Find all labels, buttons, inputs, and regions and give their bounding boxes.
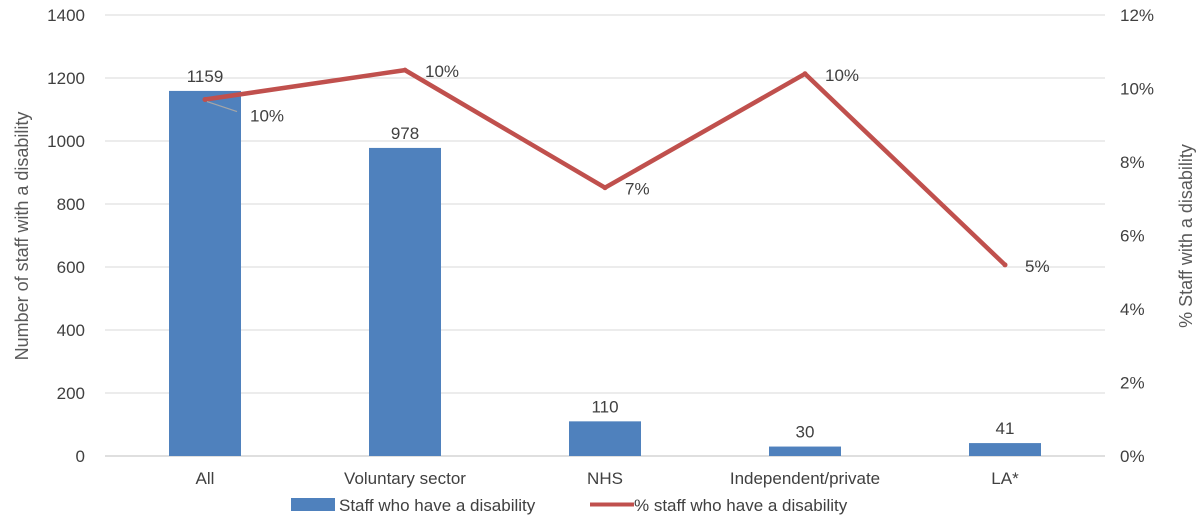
y-axis-right-title: % Staff with a disability	[1176, 144, 1196, 328]
line-value-label: 10%	[250, 107, 284, 126]
bar-value-label: 978	[391, 124, 419, 143]
right-tick-label: 10%	[1120, 80, 1154, 99]
category-label: LA*	[991, 469, 1019, 488]
category-label: All	[196, 469, 215, 488]
line-point	[202, 97, 208, 103]
bar	[969, 443, 1041, 456]
line-value-label: 5%	[1025, 257, 1050, 276]
bar-value-label: 110	[591, 397, 618, 416]
bar	[769, 446, 841, 456]
left-tick-label: 1000	[47, 132, 85, 151]
left-tick-label: 1400	[47, 6, 85, 25]
right-tick-label: 0%	[1120, 447, 1145, 466]
bar-data-labels: 1159 978 110 30 41	[187, 67, 1015, 442]
category-label: NHS	[587, 469, 623, 488]
right-tick-label: 4%	[1120, 300, 1145, 319]
bar	[369, 147, 441, 456]
right-tick-label: 2%	[1120, 374, 1145, 393]
leader-line	[206, 100, 238, 113]
left-axis-ticks: 0 200 400 600 800 1000 1200 1400	[47, 6, 85, 466]
line-data-labels: 10% 10% 7% 10% 5%	[206, 62, 1050, 276]
left-tick-label: 1200	[47, 69, 85, 88]
line-value-label: 10%	[425, 62, 459, 81]
line-point	[1002, 262, 1008, 268]
legend: Staff who have a disability % staff who …	[291, 496, 848, 515]
line-point	[402, 67, 408, 73]
category-label: Voluntary sector	[344, 469, 466, 488]
category-label: Independent/private	[730, 469, 880, 488]
bar-value-label: 30	[796, 423, 815, 442]
right-tick-label: 8%	[1120, 153, 1145, 172]
left-tick-label: 400	[57, 321, 85, 340]
left-tick-label: 200	[57, 384, 85, 403]
gridlines	[105, 14, 1105, 457]
bar-value-label: 41	[996, 419, 1015, 438]
line-point	[602, 185, 608, 191]
category-axis-labels: All Voluntary sector NHS Independent/privat…	[196, 469, 1020, 488]
line-series	[202, 67, 1008, 268]
legend-bar-label: Staff who have a disability	[339, 496, 536, 515]
right-tick-label: 6%	[1120, 227, 1145, 246]
right-axis-ticks: 0% 2% 4% 6% 8% 10% 12%	[1120, 6, 1154, 466]
line-value-label: 7%	[625, 180, 650, 199]
left-tick-label: 600	[57, 258, 85, 277]
legend-line-label: % staff who have a disability	[634, 496, 848, 515]
left-tick-label: 800	[57, 195, 85, 214]
bar-value-label: 1159	[187, 67, 224, 86]
bar	[169, 90, 241, 456]
line-path	[202, 67, 1008, 268]
bar	[569, 421, 641, 456]
bar-series	[169, 90, 1041, 456]
right-tick-label: 12%	[1120, 6, 1154, 25]
y-axis-title: Number of staff with a disability	[12, 112, 32, 361]
line-value-label: 10%	[825, 66, 859, 85]
left-tick-label: 0	[76, 447, 85, 466]
legend-bar-swatch	[291, 498, 335, 511]
line-point	[802, 71, 808, 77]
